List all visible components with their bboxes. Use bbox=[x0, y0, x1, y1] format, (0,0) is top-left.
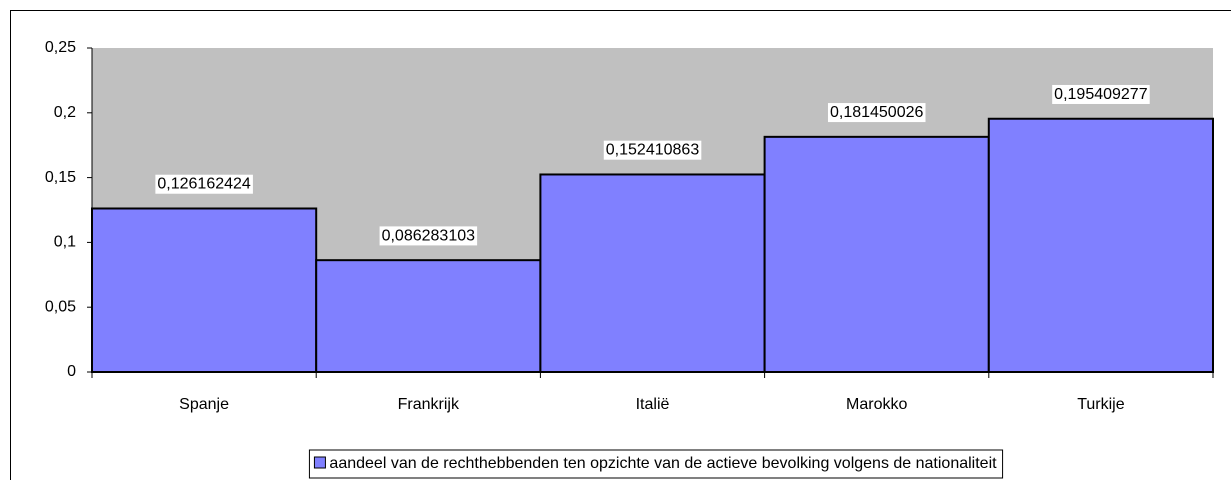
bar bbox=[315, 259, 542, 373]
data-label-bg bbox=[827, 103, 926, 123]
bar bbox=[987, 117, 1214, 374]
y-tick-label: 0,05 bbox=[45, 298, 76, 315]
data-label: 0,126162424 bbox=[157, 176, 251, 193]
legend-label: aandeel van de rechthebbenden ten opzich… bbox=[329, 455, 997, 472]
x-tick-label: Marokko bbox=[846, 396, 907, 413]
y-tick-label: 0 bbox=[67, 363, 76, 380]
bar bbox=[763, 135, 990, 373]
data-label: 0,195409277 bbox=[1054, 86, 1148, 103]
data-label: 0,086283103 bbox=[382, 227, 476, 244]
data-label: 0,152410863 bbox=[606, 142, 700, 159]
x-tick-label: Italië bbox=[636, 396, 670, 413]
data-label-bg bbox=[603, 140, 702, 160]
y-tick-label: 0,25 bbox=[45, 39, 76, 56]
y-tick-label: 0,15 bbox=[45, 169, 76, 186]
y-tick-label: 0,1 bbox=[54, 234, 76, 251]
data-label-bg bbox=[155, 174, 253, 194]
x-tick-label: Frankrijk bbox=[398, 396, 460, 413]
data-label-bg bbox=[1052, 84, 1150, 104]
legend-swatch bbox=[313, 456, 326, 469]
data-label: 0,181450026 bbox=[830, 104, 924, 121]
legend bbox=[308, 449, 1004, 479]
bar bbox=[539, 173, 766, 373]
y-tick-label: 0,2 bbox=[54, 104, 76, 121]
bar bbox=[91, 207, 318, 373]
x-tick-label: Turkije bbox=[1077, 396, 1125, 413]
data-label-bg bbox=[379, 226, 478, 246]
x-tick-label: Spanje bbox=[179, 396, 229, 413]
